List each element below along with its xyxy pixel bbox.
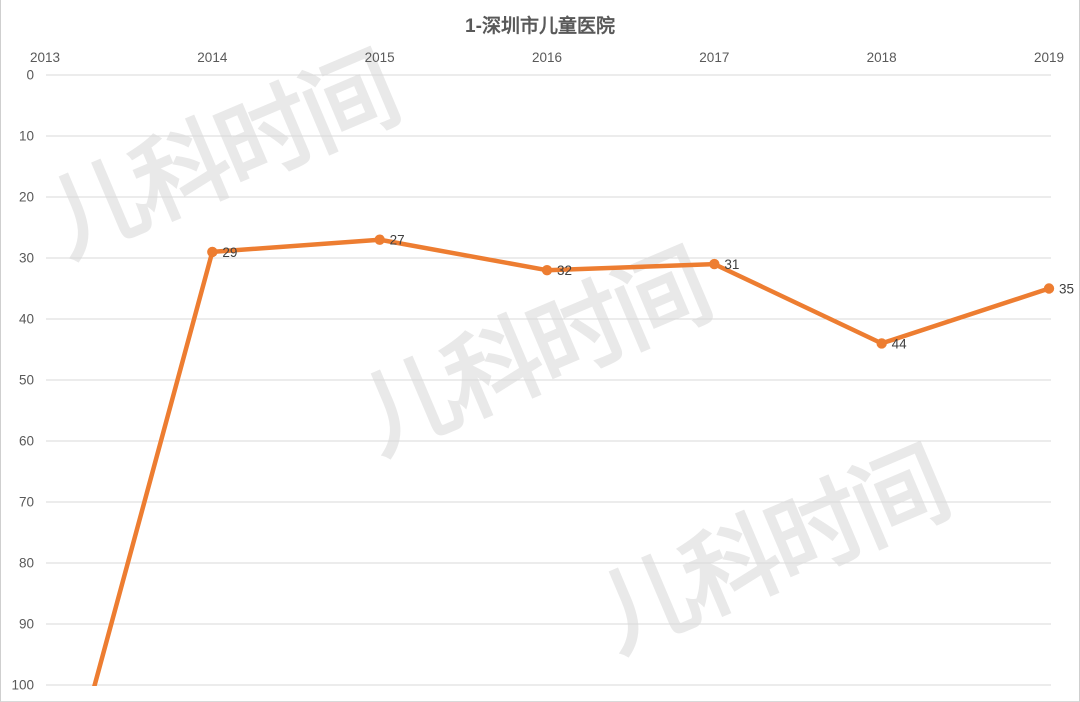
- data-point-marker: [207, 246, 218, 258]
- x-axis-tick-label: 2017: [699, 50, 729, 65]
- data-point-label: 32: [557, 263, 572, 278]
- y-axis-tick-label: 100: [11, 678, 34, 693]
- y-axis-tick-label: 70: [19, 495, 34, 510]
- x-axis-tick-label: 2013: [30, 50, 60, 65]
- data-point-marker: [709, 258, 720, 270]
- x-axis-tick-label: 2018: [867, 50, 897, 65]
- data-point-marker: [876, 338, 887, 349]
- y-axis-tick-label: 0: [26, 68, 34, 83]
- x-axis-tick-label: 2016: [532, 50, 562, 65]
- x-axis-tick-label: 2019: [1034, 50, 1064, 65]
- y-axis-tick-label: 80: [19, 556, 34, 571]
- data-point-label: 35: [1059, 282, 1074, 297]
- data-point-label: 27: [390, 233, 405, 248]
- data-point-label: 29: [222, 245, 237, 260]
- data-point-marker: [374, 234, 385, 245]
- series-line: [92, 237, 1050, 686]
- data-point-marker: [541, 265, 553, 276]
- y-axis-tick-label: 90: [19, 617, 34, 632]
- chart-title: 1-深圳市儿童医院: [465, 16, 615, 37]
- x-axis-tick-label: 2014: [197, 50, 228, 65]
- y-axis-tick-label: 20: [19, 190, 34, 205]
- y-axis-tick-label: 30: [19, 251, 34, 266]
- x-axis-tick-label: 2015: [365, 50, 395, 65]
- y-axis-tick-label: 40: [19, 312, 34, 327]
- data-point-marker: [1043, 283, 1055, 294]
- y-axis-tick-label: 60: [19, 434, 34, 449]
- y-axis-tick-label: 10: [19, 129, 34, 144]
- data-point-label: 44: [892, 336, 908, 351]
- y-axis-tick-label: 50: [19, 373, 34, 388]
- data-point-label: 31: [724, 257, 739, 272]
